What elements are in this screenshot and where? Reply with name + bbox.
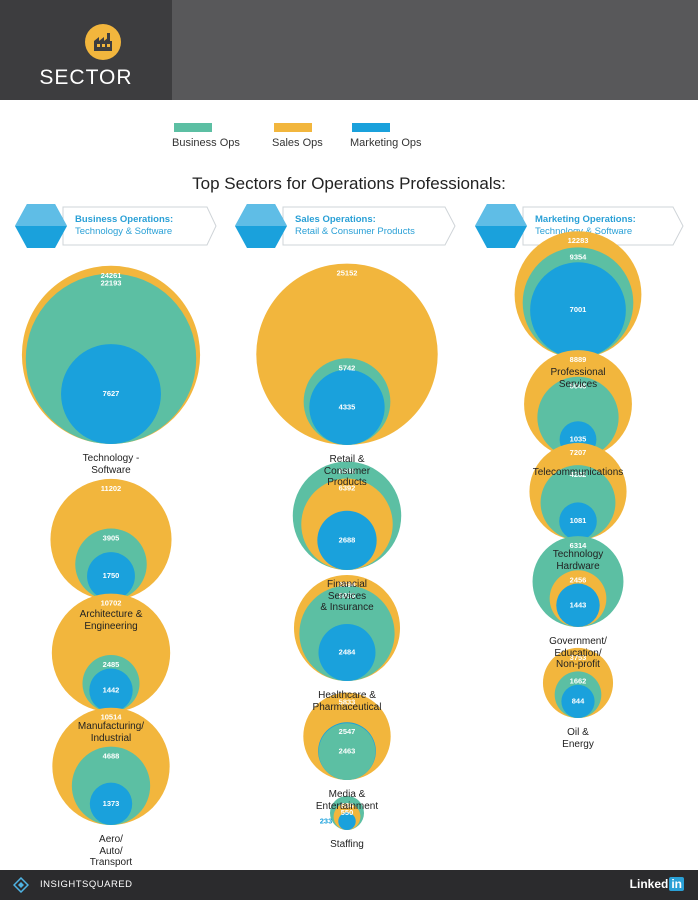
value-label-marketing: 2547 — [339, 727, 356, 736]
value-label-marketing: 7627 — [103, 389, 120, 398]
value-label-business: 22193 — [101, 279, 122, 288]
ribbon-title: Marketing Operations: — [535, 214, 636, 225]
legend-label: Marketing Ops — [350, 137, 422, 149]
value-label-business: 6314 — [570, 541, 588, 550]
value-label-marketing: 1035 — [570, 435, 587, 444]
sector-label: Oil & Energy — [562, 727, 594, 750]
value-label-business: 2485 — [103, 660, 120, 669]
bubble-sales — [256, 263, 438, 445]
bubble-marketing — [61, 344, 161, 444]
legend-swatch — [352, 123, 390, 132]
value-label-marketing: 1373 — [103, 799, 120, 808]
sector-label: Technology - Software — [82, 453, 140, 476]
value-label-sales: 24261 — [101, 271, 122, 280]
sector-label: Financial Services & Insurance — [320, 579, 374, 613]
bubble-business — [537, 376, 619, 458]
value-label-marketing: 7001 — [570, 305, 587, 314]
ribbon-title: Sales Operations: — [295, 214, 376, 225]
value-label-business: 4282 — [570, 470, 587, 479]
bubble-marketing — [309, 369, 385, 445]
sector-label: Architecture & Engineering — [79, 609, 143, 632]
bubble-business — [318, 723, 376, 780]
bubble-marketing — [530, 262, 626, 358]
value-label-marketing: 233 — [320, 816, 333, 825]
value-label-sales: 10702 — [101, 599, 122, 608]
linkedin-logo: Linked in — [630, 877, 684, 891]
value-label-business: 5742 — [339, 363, 356, 372]
ribbon-shape — [15, 204, 217, 248]
sector-label: Professional Services — [550, 367, 606, 390]
value-label-sales: 8594 — [339, 580, 357, 589]
bubble-marketing — [89, 782, 133, 825]
value-label-marketing: 2688 — [339, 535, 356, 544]
value-label-sales: 8889 — [570, 355, 587, 364]
bubble-marketing — [318, 623, 376, 681]
sector-label: Government/Education/Non-profit — [549, 636, 607, 670]
sector-label: Telecommunications — [532, 467, 624, 478]
value-label-sales: 2456 — [570, 575, 587, 584]
ribbon-business-ops: Business Operations: Technology & Softwa… — [15, 203, 217, 249]
sector-label: Healthcare & Pharmaceutical — [312, 690, 382, 713]
ribbon-sales-ops: Sales Operations: Retail & Consumer Prod… — [235, 203, 457, 249]
sector-label: Aero/Auto/Transport — [89, 834, 133, 868]
header-title-block: SECTOR — [0, 0, 172, 100]
bubble-sales — [51, 593, 171, 713]
legend-swatch — [274, 123, 312, 132]
bubble-marketing — [89, 668, 133, 712]
value-label-sales: 11202 — [101, 484, 121, 493]
value-label-business: 2463 — [339, 747, 356, 756]
ribbon-subtitle: Technology & Software — [75, 226, 173, 237]
value-label-business: 8986 — [339, 467, 356, 476]
value-label-sales: 550 — [341, 808, 354, 817]
footer-bar: INSIGHTSQUARED Linked in — [0, 870, 698, 900]
bubble-marketing — [338, 812, 356, 830]
bubble-marketing — [87, 552, 135, 600]
legend-swatch — [174, 123, 212, 132]
value-label-sales: 5833 — [339, 698, 356, 707]
value-label-business: 884 — [341, 801, 354, 810]
ribbon-title: Business Operations: — [75, 214, 174, 225]
value-label-sales: 6392 — [339, 484, 356, 493]
value-label-marketing: 844 — [572, 696, 585, 705]
linkedin-logo-text: Linked — [629, 877, 669, 891]
value-label-business: 1662 — [570, 676, 587, 685]
value-label-marketing: 4335 — [339, 402, 356, 411]
value-label-marketing: 1442 — [103, 685, 120, 694]
footer-brand: INSIGHTSQUARED — [40, 879, 133, 890]
ribbon-shape — [235, 204, 456, 248]
bubble-marketing — [317, 510, 377, 570]
value-label-sales: 25152 — [337, 269, 358, 278]
sector-label: Retail & Consumer Products — [323, 454, 371, 488]
bubble-marketing — [559, 502, 597, 540]
value-label-marketing: 2484 — [339, 647, 357, 656]
insightsquared-logo-icon — [13, 877, 29, 893]
value-label-business: 6930 — [339, 591, 356, 600]
factory-icon — [85, 24, 121, 60]
value-label-business: 3905 — [103, 533, 120, 542]
value-label-marketing: 1443 — [570, 600, 587, 609]
bubble-marketing — [556, 583, 600, 628]
value-label-sales: 7207 — [570, 448, 587, 457]
sector-label: Manufacturing/Industrial — [77, 721, 145, 744]
sector-label: Media & Entertainment — [315, 789, 379, 812]
value-label-marketing: 1081 — [570, 516, 587, 525]
page-title: SECTOR — [39, 66, 133, 89]
legend-label: Business Ops — [172, 137, 240, 149]
sector-label: Staffing — [330, 839, 364, 850]
value-label-sales: 12283 — [568, 236, 589, 245]
value-label-sales: 10514 — [101, 713, 123, 722]
chart-title: Top Sectors for Operations Professionals… — [192, 174, 506, 193]
bubble-marketing — [561, 684, 595, 718]
value-label-business: 9354 — [570, 252, 588, 261]
value-label-sales: 3753 — [570, 653, 587, 662]
legend-label: Sales Ops — [272, 137, 323, 149]
sector-label: Technology Hardware — [552, 549, 604, 572]
linkedin-logo-in: in — [669, 877, 684, 891]
ribbon-subtitle: Retail & Consumer Products — [295, 226, 415, 237]
value-label-marketing: 1750 — [103, 571, 120, 580]
value-label-business: 4688 — [103, 752, 120, 761]
value-label-business: 5046 — [570, 382, 587, 391]
